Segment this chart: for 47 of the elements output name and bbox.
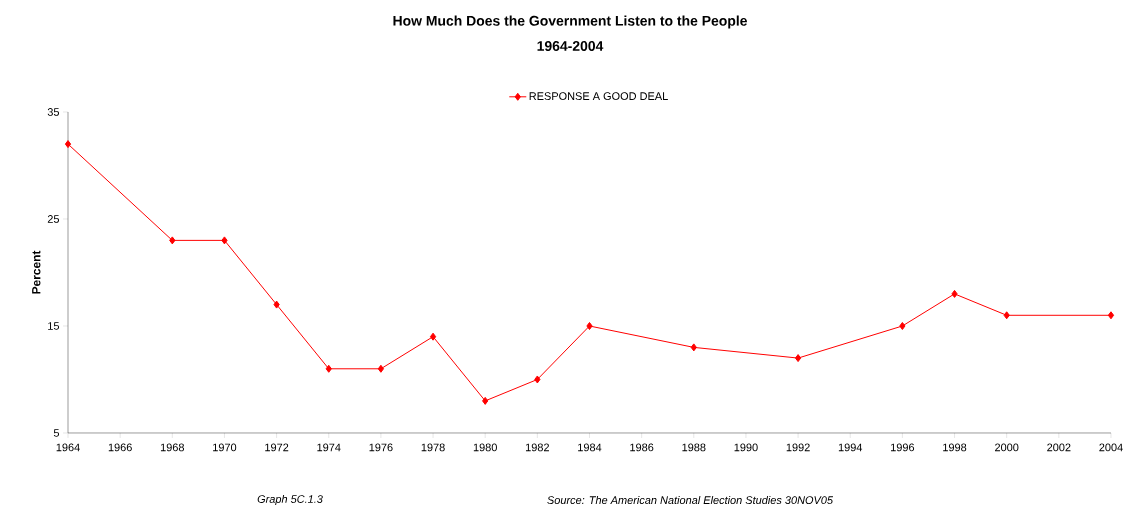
x-tick-label: 1974 <box>317 443 341 452</box>
point <box>325 364 332 373</box>
point <box>429 332 437 341</box>
y-tick-label: 35 <box>47 108 60 116</box>
x-tick-label: 2004 <box>1099 443 1123 452</box>
point <box>64 140 72 149</box>
y-tick-label: 5 <box>53 429 60 437</box>
x-tick-label: 1970 <box>213 443 237 452</box>
point <box>1107 311 1115 320</box>
point <box>1003 311 1010 320</box>
point <box>377 364 385 373</box>
x-tick-label: 1990 <box>734 443 758 452</box>
source-note: Source: The American National Election Studies 30NOV05 <box>547 495 834 505</box>
x-tick-label: 1980 <box>473 443 497 452</box>
y-tick-label: 25 <box>47 215 60 223</box>
x-tick-label: 1986 <box>630 443 654 452</box>
point <box>586 321 593 330</box>
legend-label: RESPONSE A GOOD DEAL <box>529 92 668 100</box>
x-tick-label: 2000 <box>995 443 1019 452</box>
x-tick-label: 2002 <box>1047 443 1071 452</box>
caption: Graph 5C.1.3 <box>257 494 323 506</box>
point <box>482 396 489 405</box>
x-tick-label: 1966 <box>108 443 132 452</box>
point <box>534 375 541 384</box>
y-tick-label: 15 <box>48 322 60 330</box>
point <box>899 321 906 330</box>
x-tick-label: 1992 <box>786 443 810 452</box>
point <box>169 236 176 245</box>
x-tick-label: 1996 <box>891 443 915 452</box>
chart-subtitle: 1964-2004 <box>537 41 604 51</box>
y-axis-title: Percent <box>32 250 41 294</box>
x-tick-label: 1964 <box>56 443 80 452</box>
x-tick-label: 1982 <box>525 443 549 452</box>
x-tick-label: 1984 <box>578 443 602 452</box>
x-tick-label: 1998 <box>943 443 967 452</box>
x-tick-label: 1988 <box>682 443 706 452</box>
x-tick-label: 1994 <box>838 443 863 452</box>
x-tick-label: 1968 <box>160 443 185 452</box>
x-tick-label: 1972 <box>265 443 289 452</box>
point <box>690 343 697 352</box>
point <box>951 289 958 298</box>
chart-title: How Much Does the Government Listen to the People <box>393 15 747 29</box>
x-tick-label: 1978 <box>421 443 445 452</box>
x-tick-label: 1976 <box>369 443 393 452</box>
point <box>273 300 280 309</box>
point <box>794 354 802 363</box>
point <box>221 236 228 245</box>
